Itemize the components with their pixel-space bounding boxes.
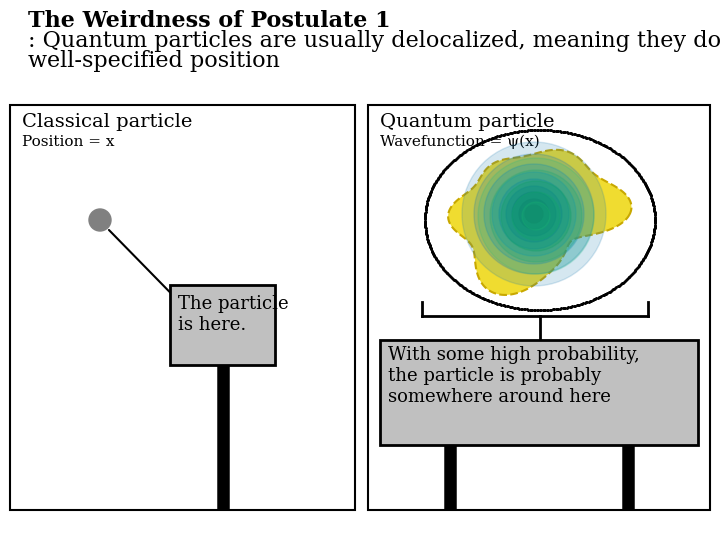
Text: well-specified position: well-specified position [28, 50, 280, 72]
Bar [170, 285, 275, 365]
Bar [368, 105, 710, 510]
Text: : Quantum particles are usually delocalized, meaning they do not have a: : Quantum particles are usually delocali… [28, 30, 720, 52]
Text: With some high probability,
the particle is probably
somewhere around here: With some high probability, the particle… [388, 346, 640, 406]
Circle shape [512, 192, 560, 240]
Circle shape [525, 205, 543, 223]
Text: Position = x: Position = x [22, 135, 114, 149]
Circle shape [501, 181, 571, 251]
Text: The particle
is here.: The particle is here. [178, 295, 289, 334]
Text: The Weirdness of Postulate 1: The Weirdness of Postulate 1 [28, 10, 391, 32]
Circle shape [522, 202, 550, 230]
Text: Quantum particle: Quantum particle [380, 113, 554, 131]
Circle shape [490, 170, 582, 262]
Circle shape [492, 172, 576, 256]
Circle shape [478, 158, 594, 274]
Polygon shape [448, 150, 631, 295]
Circle shape [89, 209, 111, 231]
Circle shape [499, 179, 569, 249]
Circle shape [474, 154, 594, 274]
Circle shape [506, 186, 562, 242]
Text: Wavefunction = ψ(x): Wavefunction = ψ(x) [380, 135, 540, 150]
Text: Classical particle: Classical particle [22, 113, 192, 131]
Circle shape [462, 142, 606, 286]
Circle shape [519, 199, 549, 229]
Bar [10, 105, 355, 510]
Circle shape [512, 192, 556, 236]
Circle shape [484, 164, 584, 264]
Bar [380, 340, 698, 445]
